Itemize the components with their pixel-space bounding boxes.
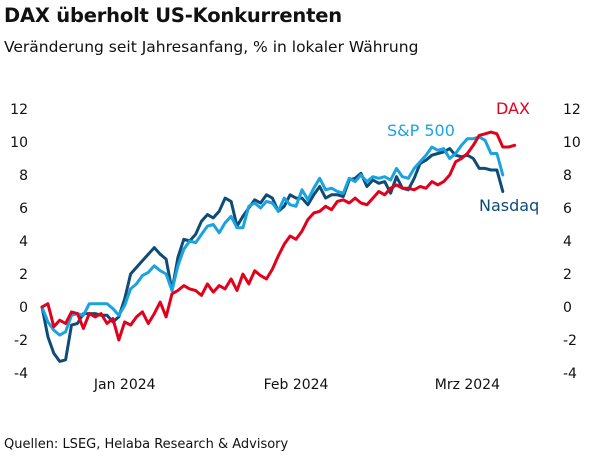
y-tick-label-right: 4: [563, 234, 572, 250]
y-tick-label-right: 2: [563, 267, 572, 283]
y-tick-label-left: 0: [19, 300, 28, 316]
sp500-label: S&P 500: [387, 121, 455, 140]
y-tick-label-right: 6: [563, 201, 572, 217]
y-axis-right: -4 -2 0 2 4 6 8 10 12: [563, 102, 581, 382]
y-tick-label-left: -4: [14, 366, 28, 382]
y-axis-left: -4 -2 0 2 4 6 8 10 12: [10, 102, 28, 382]
y-tick-label-left: 6: [19, 201, 28, 217]
chart-subtitle: Veränderung seit Jahresanfang, % in loka…: [4, 38, 419, 56]
sp500-line: [40, 135, 505, 337]
y-tick-label-left: 2: [19, 267, 28, 283]
y-tick-label-left: 10: [10, 135, 28, 151]
y-tick-label-right: 0: [563, 300, 572, 316]
y-tick-label-left: 12: [10, 102, 28, 118]
x-tick-label: Jan 2024: [93, 377, 156, 393]
y-tick-label-right: 8: [563, 168, 572, 184]
y-tick-label-right: -2: [563, 333, 577, 349]
y-tick-label-left: 8: [19, 168, 28, 184]
chart-title: DAX überholt US-Konkurrenten: [4, 4, 342, 27]
x-axis: Jan 2024 Feb 2024 Mrz 2024: [93, 377, 500, 393]
y-tick-label-left: -2: [14, 333, 28, 349]
y-tick-label-right: 10: [563, 135, 581, 151]
dax-label: DAX: [496, 99, 530, 118]
y-tick-label-right: 12: [563, 102, 581, 118]
nasdaq-label: Nasdaq: [479, 196, 539, 215]
x-tick-label: Feb 2024: [264, 377, 329, 393]
source-note: Quellen: LSEG, Helaba Research & Advisor…: [4, 437, 289, 452]
nasdaq-line: [40, 147, 505, 363]
x-tick-label: Mrz 2024: [435, 377, 500, 393]
dax-line: [40, 130, 517, 342]
y-tick-label-left: 4: [19, 234, 28, 250]
y-tick-label-right: -4: [563, 366, 577, 382]
series-lines: [40, 130, 517, 363]
